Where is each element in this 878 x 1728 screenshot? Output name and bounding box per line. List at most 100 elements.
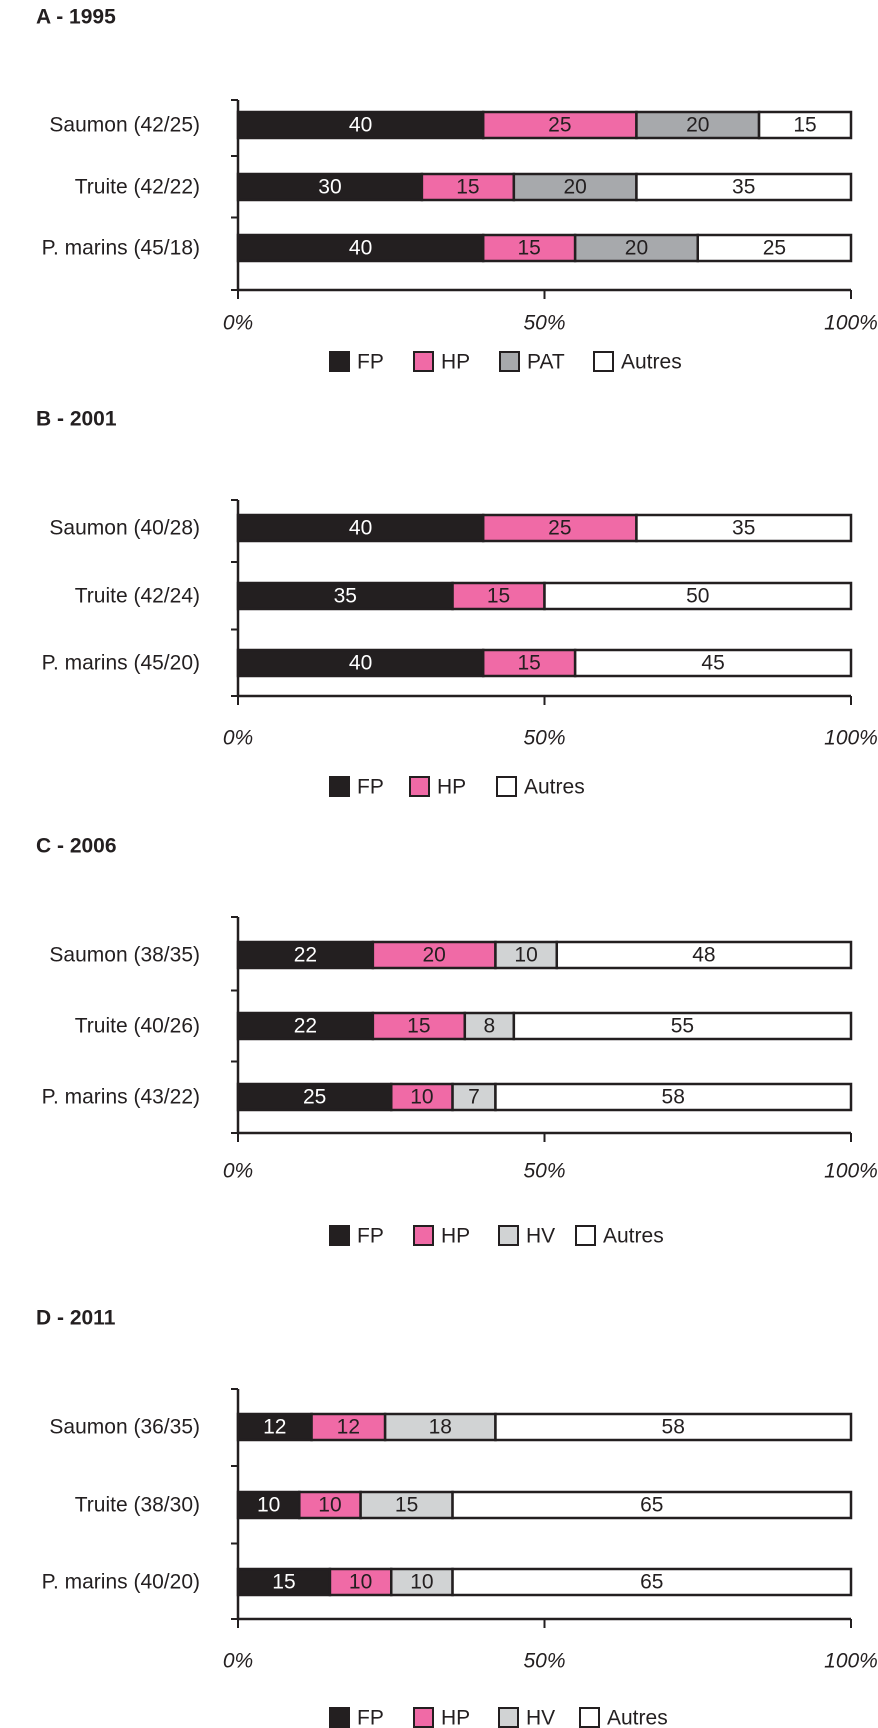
data-label: 25 xyxy=(303,1086,326,1109)
category-label: Saumon (42/25) xyxy=(49,114,200,137)
data-label: 40 xyxy=(349,237,372,260)
x-tick-label: 100% xyxy=(824,1160,878,1183)
bar-segment-autres xyxy=(543,581,853,611)
data-label: 10 xyxy=(410,1086,433,1109)
category-label: P. marins (45/20) xyxy=(42,652,200,675)
data-label: 35 xyxy=(732,176,755,199)
legend-swatch-autres xyxy=(593,351,614,372)
data-label: 35 xyxy=(334,585,357,608)
legend-swatch-fp xyxy=(329,1225,350,1246)
bar-segment-autres xyxy=(512,1011,853,1041)
category-label: Truite (40/26) xyxy=(75,1015,200,1038)
chart-panel-2: B - 2001 0% 50% 100% Saumon (40/28) 40 25 35 Tru… xyxy=(36,408,878,799)
legend-swatch-pat xyxy=(499,351,520,372)
chart-panel-3: C - 2006 0% 50% 100% Saumon (38/35) 22 20 10 48 T… xyxy=(36,835,878,1248)
bar-segment-hp xyxy=(420,172,516,202)
data-label: 12 xyxy=(337,1416,360,1439)
data-label: 40 xyxy=(349,517,372,540)
data-label: 55 xyxy=(671,1015,694,1038)
data-label: 65 xyxy=(640,1571,663,1594)
bar-segment-hv xyxy=(494,940,559,970)
chart-title: B - 2001 xyxy=(36,408,117,431)
x-tick-label: 50% xyxy=(523,312,565,335)
legend-label: Autres xyxy=(603,1225,664,1248)
category-label: Saumon (40/28) xyxy=(49,517,200,540)
data-label: 40 xyxy=(349,652,372,675)
x-tick-label: 100% xyxy=(824,1650,878,1673)
bar-segment-autres xyxy=(635,172,853,202)
bar-segment-autres xyxy=(494,1082,853,1112)
bar-segment-hp xyxy=(371,940,497,970)
category-label: P. marins (45/18) xyxy=(42,237,200,260)
x-tick-label: 50% xyxy=(523,1160,565,1183)
legend-swatch-hp xyxy=(413,1707,434,1728)
bar-segment-fp xyxy=(236,1567,332,1597)
legend-swatch-autres xyxy=(579,1707,600,1728)
data-label: 30 xyxy=(318,176,341,199)
data-label: 58 xyxy=(662,1086,685,1109)
bar-segment-autres xyxy=(696,233,853,263)
legend-swatch-hv xyxy=(498,1707,519,1728)
category-label: Saumon (38/35) xyxy=(49,944,200,967)
bar-segment-hp xyxy=(390,1082,454,1112)
bar-segment-fp xyxy=(236,648,485,678)
bar-segment-hv xyxy=(463,1011,516,1041)
bar-segment-fp xyxy=(236,172,424,202)
data-label: 20 xyxy=(625,237,648,260)
legend-label: HP xyxy=(441,1707,470,1728)
bar-segment-pat xyxy=(512,172,638,202)
legend: FP HP HV Autres xyxy=(329,1707,668,1728)
legend-swatch-hp xyxy=(413,351,434,372)
chart-title: C - 2006 xyxy=(36,835,117,858)
bar-segment-fp xyxy=(236,1490,301,1520)
legend-swatch-fp xyxy=(329,776,350,797)
data-label: 20 xyxy=(563,176,586,199)
legend-swatch-autres xyxy=(575,1225,596,1246)
bar-segment-pat xyxy=(573,233,700,263)
x-tick-label: 0% xyxy=(223,312,253,335)
category-label: Saumon (36/35) xyxy=(49,1416,200,1439)
x-tick-label: 100% xyxy=(824,312,878,335)
legend-swatch-hp xyxy=(409,776,430,797)
bar-segment-hp xyxy=(328,1567,393,1597)
bar-segment-autres xyxy=(451,1490,853,1520)
data-label: 15 xyxy=(272,1571,295,1594)
chart-title: D - 2011 xyxy=(36,1307,116,1330)
data-label: 7 xyxy=(468,1086,480,1109)
category-label: P. marins (40/20) xyxy=(42,1571,200,1594)
chart-title: A - 1995 xyxy=(36,6,116,29)
category-label: Truite (42/22) xyxy=(75,176,200,199)
data-label: 58 xyxy=(662,1416,685,1439)
bar-segment-autres xyxy=(635,513,853,543)
data-label: 15 xyxy=(487,585,510,608)
bar-segment-autres xyxy=(573,648,853,678)
data-label: 15 xyxy=(517,652,540,675)
bar-segment-fp xyxy=(236,581,454,611)
data-label: 8 xyxy=(483,1015,495,1038)
legend-label: FP xyxy=(357,776,384,799)
bar-segment-hv xyxy=(383,1412,497,1442)
legend-label: Autres xyxy=(621,351,682,374)
x-tick-label: 0% xyxy=(223,1650,253,1673)
data-label: 25 xyxy=(763,237,786,260)
legend-label: FP xyxy=(357,351,384,374)
data-label: 10 xyxy=(349,1571,372,1594)
data-label: 10 xyxy=(318,1494,341,1517)
legend-label: FP xyxy=(357,1707,384,1728)
legend-label: HV xyxy=(526,1225,555,1248)
chart-panel-1: A - 1995 0% 50% 100% Saumon (42/25) 40 25 20 15 T… xyxy=(36,6,878,374)
legend-swatch-autres xyxy=(496,776,517,797)
bar-segment-hp xyxy=(310,1412,387,1442)
data-label: 10 xyxy=(410,1571,433,1594)
data-label: 40 xyxy=(349,114,372,137)
x-tick-label: 50% xyxy=(523,727,565,750)
legend: FP HP PAT Autres xyxy=(329,351,682,374)
bar-segment-autres xyxy=(757,110,853,140)
data-label: 15 xyxy=(517,237,540,260)
legend-label: HV xyxy=(526,1707,555,1728)
bar-segment-autres xyxy=(451,1567,853,1597)
x-tick-label: 0% xyxy=(223,727,253,750)
data-label: 35 xyxy=(732,517,755,540)
bar-segment-hp xyxy=(481,233,577,263)
legend-swatch-fp xyxy=(329,351,350,372)
